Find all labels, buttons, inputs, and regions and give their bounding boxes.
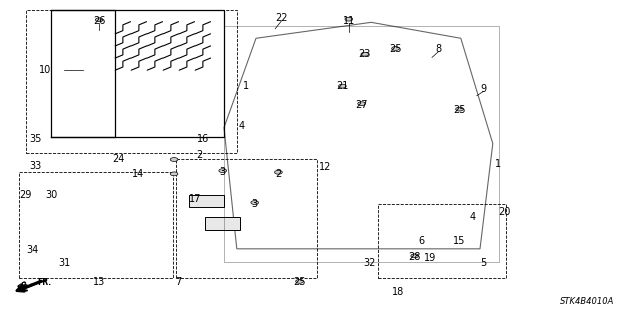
Text: 20: 20 bbox=[498, 207, 511, 217]
Circle shape bbox=[170, 158, 178, 161]
Circle shape bbox=[456, 107, 463, 111]
Text: 33: 33 bbox=[29, 161, 42, 171]
Bar bbox=[378, 204, 506, 278]
Text: STK4B4010A: STK4B4010A bbox=[560, 297, 614, 306]
Bar bbox=[19, 172, 173, 278]
Text: 3: 3 bbox=[220, 167, 226, 177]
Circle shape bbox=[361, 52, 369, 56]
Circle shape bbox=[219, 169, 227, 173]
Circle shape bbox=[339, 84, 346, 88]
Text: 17: 17 bbox=[189, 194, 202, 204]
Text: 4: 4 bbox=[469, 212, 476, 222]
Text: 25: 25 bbox=[293, 277, 306, 287]
Text: 19: 19 bbox=[424, 253, 436, 263]
Text: 6: 6 bbox=[418, 236, 424, 246]
Text: 4: 4 bbox=[239, 121, 245, 131]
Text: 5: 5 bbox=[480, 258, 486, 268]
Bar bbox=[205, 217, 240, 230]
Text: 34: 34 bbox=[26, 245, 38, 256]
Circle shape bbox=[275, 170, 282, 174]
Text: 15: 15 bbox=[453, 236, 466, 246]
Text: 28: 28 bbox=[408, 252, 421, 262]
Circle shape bbox=[345, 17, 353, 21]
Circle shape bbox=[411, 254, 419, 258]
Circle shape bbox=[251, 201, 259, 204]
Circle shape bbox=[392, 47, 399, 50]
Text: 13: 13 bbox=[93, 277, 106, 287]
Text: 25: 25 bbox=[453, 105, 466, 115]
Text: 35: 35 bbox=[29, 134, 42, 144]
Text: 27: 27 bbox=[355, 100, 368, 110]
Text: 25: 25 bbox=[389, 44, 402, 55]
Bar bbox=[176, 160, 317, 278]
Text: 8: 8 bbox=[435, 44, 442, 55]
Bar bbox=[26, 10, 237, 153]
Text: 12: 12 bbox=[319, 162, 332, 173]
Text: 9: 9 bbox=[480, 84, 486, 94]
Text: 26: 26 bbox=[93, 16, 106, 26]
Bar bbox=[189, 195, 224, 207]
Text: 1: 1 bbox=[243, 81, 250, 91]
Circle shape bbox=[95, 18, 103, 22]
Text: 23: 23 bbox=[358, 49, 371, 59]
Circle shape bbox=[358, 102, 365, 106]
Text: 29: 29 bbox=[19, 189, 32, 200]
Text: 10: 10 bbox=[38, 65, 51, 75]
Text: FR.: FR. bbox=[17, 278, 35, 293]
Text: FR.: FR. bbox=[37, 278, 51, 286]
Text: 14: 14 bbox=[131, 169, 144, 179]
Text: 7: 7 bbox=[175, 277, 181, 287]
Text: 24: 24 bbox=[112, 154, 125, 165]
Text: 18: 18 bbox=[392, 287, 404, 297]
Text: 1: 1 bbox=[495, 159, 501, 169]
Text: 30: 30 bbox=[45, 189, 58, 200]
Text: 21: 21 bbox=[336, 81, 349, 91]
Text: 2: 2 bbox=[196, 150, 203, 160]
Circle shape bbox=[296, 279, 303, 283]
Text: 2: 2 bbox=[275, 169, 282, 179]
Text: 32: 32 bbox=[364, 258, 376, 268]
Text: 3: 3 bbox=[252, 199, 258, 209]
Circle shape bbox=[170, 172, 178, 176]
Text: 31: 31 bbox=[58, 258, 70, 268]
Text: 16: 16 bbox=[197, 134, 210, 144]
Text: 22: 22 bbox=[275, 12, 288, 23]
Text: 11: 11 bbox=[342, 16, 355, 26]
